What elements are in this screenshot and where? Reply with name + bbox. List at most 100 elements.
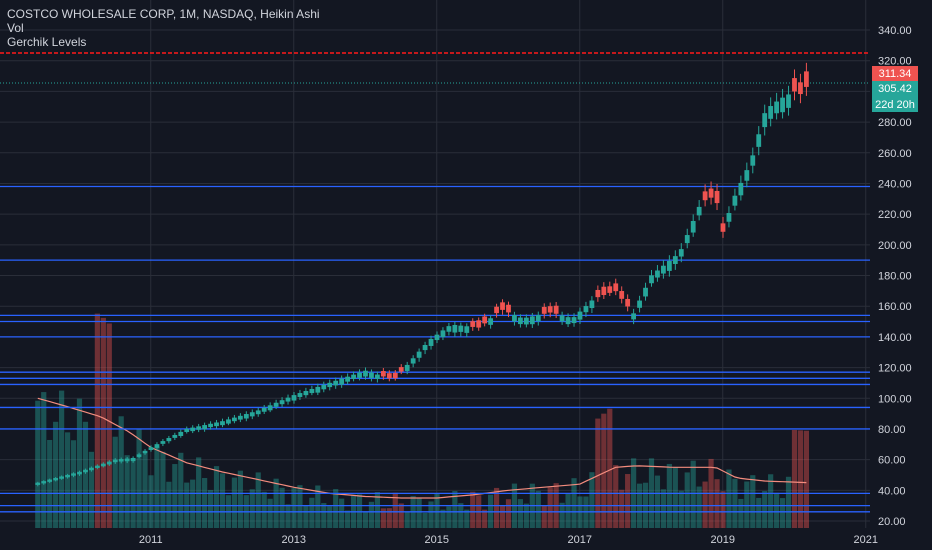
- candle-body[interactable]: [297, 393, 303, 397]
- candle-body[interactable]: [166, 438, 172, 442]
- candle-body[interactable]: [65, 474, 70, 478]
- candle-body[interactable]: [71, 473, 76, 476]
- candle-body[interactable]: [357, 372, 362, 378]
- candle-body[interactable]: [518, 317, 523, 325]
- candle-body[interactable]: [124, 458, 130, 462]
- candle-body[interactable]: [458, 325, 464, 332]
- candle-body[interactable]: [720, 223, 726, 232]
- candle-body[interactable]: [130, 457, 136, 462]
- candle-body[interactable]: [410, 358, 416, 364]
- candle-body[interactable]: [732, 195, 738, 206]
- volume-indicator-label[interactable]: Vol: [7, 21, 24, 35]
- candle-body[interactable]: [291, 395, 297, 401]
- candle-body[interactable]: [512, 314, 517, 322]
- candle-body[interactable]: [589, 300, 595, 309]
- candle-body[interactable]: [309, 388, 315, 394]
- candle-body[interactable]: [285, 397, 291, 402]
- candle-body[interactable]: [643, 287, 648, 297]
- candle-body[interactable]: [756, 134, 762, 147]
- candle-body[interactable]: [380, 371, 386, 377]
- candle-body[interactable]: [303, 391, 309, 396]
- candle-body[interactable]: [345, 376, 351, 382]
- candle-body[interactable]: [482, 316, 488, 324]
- candle-body[interactable]: [375, 374, 380, 379]
- candle-body[interactable]: [506, 304, 511, 313]
- candle-body[interactable]: [59, 476, 65, 479]
- candle-body[interactable]: [476, 320, 482, 328]
- candle-body[interactable]: [678, 249, 684, 257]
- candle-body[interactable]: [273, 402, 279, 407]
- candle-body[interactable]: [416, 351, 422, 358]
- candle-body[interactable]: [41, 481, 47, 484]
- symbol-title[interactable]: COSTCO WHOLESALE CORP, 1M, NASDAQ, Heiki…: [7, 7, 320, 21]
- candle-body[interactable]: [154, 444, 160, 448]
- candle-body[interactable]: [625, 298, 631, 307]
- candle-body[interactable]: [232, 417, 237, 422]
- candle-body[interactable]: [53, 478, 59, 481]
- candle-body[interactable]: [553, 305, 559, 314]
- candle-body[interactable]: [523, 317, 529, 325]
- candle-body[interactable]: [738, 182, 744, 196]
- candle-body[interactable]: [321, 384, 327, 390]
- candle-body[interactable]: [208, 423, 213, 428]
- candle-body[interactable]: [637, 300, 642, 308]
- candle-body[interactable]: [339, 378, 345, 385]
- candle-body[interactable]: [226, 419, 231, 424]
- candle-body[interactable]: [237, 415, 243, 420]
- candle-body[interactable]: [255, 410, 261, 415]
- candle-body[interactable]: [672, 256, 678, 264]
- candle-body[interactable]: [762, 113, 768, 128]
- candle-body[interactable]: [488, 318, 494, 325]
- candle-body[interactable]: [529, 316, 535, 325]
- candle-body[interactable]: [613, 283, 619, 292]
- candle-body[interactable]: [541, 306, 547, 314]
- candle-body[interactable]: [267, 405, 273, 411]
- candle-body[interactable]: [196, 426, 202, 430]
- candle-body[interactable]: [47, 479, 53, 482]
- candle-body[interactable]: [190, 427, 196, 432]
- candle-body[interactable]: [89, 467, 94, 471]
- candle-body[interactable]: [786, 94, 791, 108]
- candle-body[interactable]: [440, 330, 446, 338]
- candle-body[interactable]: [595, 289, 601, 298]
- candle-body[interactable]: [172, 434, 178, 438]
- candle-body[interactable]: [428, 338, 434, 346]
- candle-body[interactable]: [35, 482, 41, 485]
- candle-body[interactable]: [702, 191, 708, 201]
- candle-body[interactable]: [446, 326, 452, 332]
- candle-body[interactable]: [607, 286, 613, 293]
- candle-body[interactable]: [774, 101, 780, 114]
- candle-body[interactable]: [649, 275, 654, 284]
- candle-body[interactable]: [404, 364, 410, 371]
- candle-body[interactable]: [315, 386, 321, 393]
- candle-body[interactable]: [714, 190, 720, 204]
- candle-body[interactable]: [619, 291, 625, 299]
- candle-body[interactable]: [726, 213, 732, 222]
- candle-body[interactable]: [571, 317, 577, 324]
- candle-body[interactable]: [434, 334, 440, 341]
- candle-body[interactable]: [690, 220, 696, 233]
- candle-body[interactable]: [351, 374, 356, 379]
- gerchik-levels-label[interactable]: Gerchik Levels: [7, 35, 87, 49]
- candle-body[interactable]: [261, 407, 267, 412]
- candle-body[interactable]: [178, 431, 184, 436]
- candle-body[interactable]: [470, 321, 476, 327]
- candle-body[interactable]: [750, 155, 756, 166]
- candle-body[interactable]: [160, 441, 166, 444]
- candle-body[interactable]: [118, 459, 124, 462]
- candle-body[interactable]: [202, 425, 208, 430]
- candle-body[interactable]: [184, 428, 190, 432]
- candle-body[interactable]: [142, 450, 148, 454]
- candle-body[interactable]: [398, 367, 404, 372]
- candle-body[interactable]: [547, 306, 553, 313]
- candle-body[interactable]: [249, 412, 255, 417]
- candle-body[interactable]: [106, 461, 112, 465]
- candle-body[interactable]: [422, 344, 428, 351]
- candle-body[interactable]: [494, 306, 499, 314]
- candle-body[interactable]: [708, 188, 714, 198]
- candle-body[interactable]: [684, 235, 690, 244]
- candle-body[interactable]: [136, 454, 142, 457]
- candle-body[interactable]: [369, 372, 374, 378]
- candle-body[interactable]: [696, 206, 702, 216]
